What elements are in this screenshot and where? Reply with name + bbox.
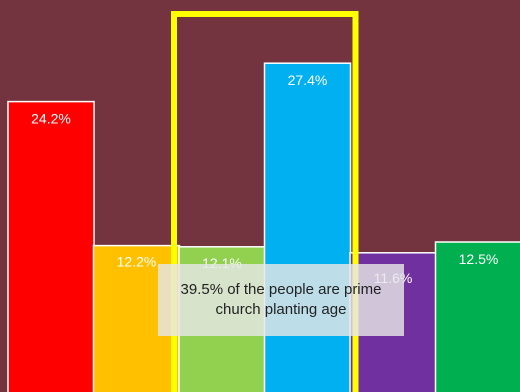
annotation-callout: 39.5% of the people are prime church pla… <box>158 264 404 336</box>
bar-1 <box>7 100 95 392</box>
bar-value-label-4: 27.4% <box>288 72 328 88</box>
bar-4 <box>263 62 352 392</box>
annotation-text: 39.5% of the people are prime church pla… <box>180 281 382 318</box>
bar-value-label-6: 12.5% <box>459 251 499 267</box>
highlight-box <box>171 11 359 392</box>
bar-value-label-2: 12.2% <box>117 254 157 270</box>
bar-value-label-1: 24.2% <box>31 111 71 127</box>
bar-6 <box>434 241 520 392</box>
